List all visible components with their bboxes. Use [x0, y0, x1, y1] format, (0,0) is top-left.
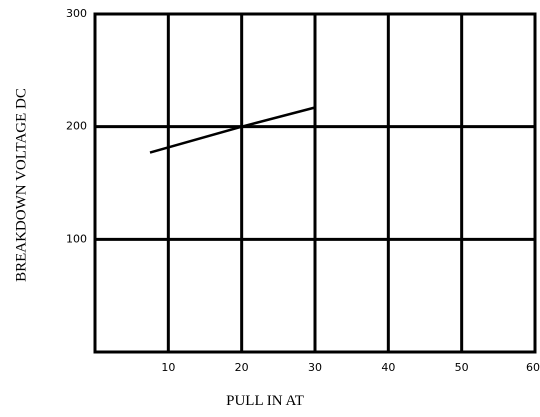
x-axis-title: PULL IN AT [226, 393, 304, 409]
x-tick-label: 60 [526, 361, 540, 374]
y-tick-label: 300 [66, 7, 87, 20]
x-tick-label: 20 [235, 361, 249, 374]
x-tick-label: 10 [161, 361, 175, 374]
y-tick-label: 200 [66, 120, 87, 133]
x-tick-label: 40 [381, 361, 395, 374]
y-tick-label: 100 [66, 232, 87, 245]
x-tick-label: 50 [455, 361, 469, 374]
data-line [149, 106, 316, 154]
x-tick-label: 30 [308, 361, 322, 374]
y-axis-title: BREAKDOWN VOLTAGE DC [13, 88, 29, 282]
